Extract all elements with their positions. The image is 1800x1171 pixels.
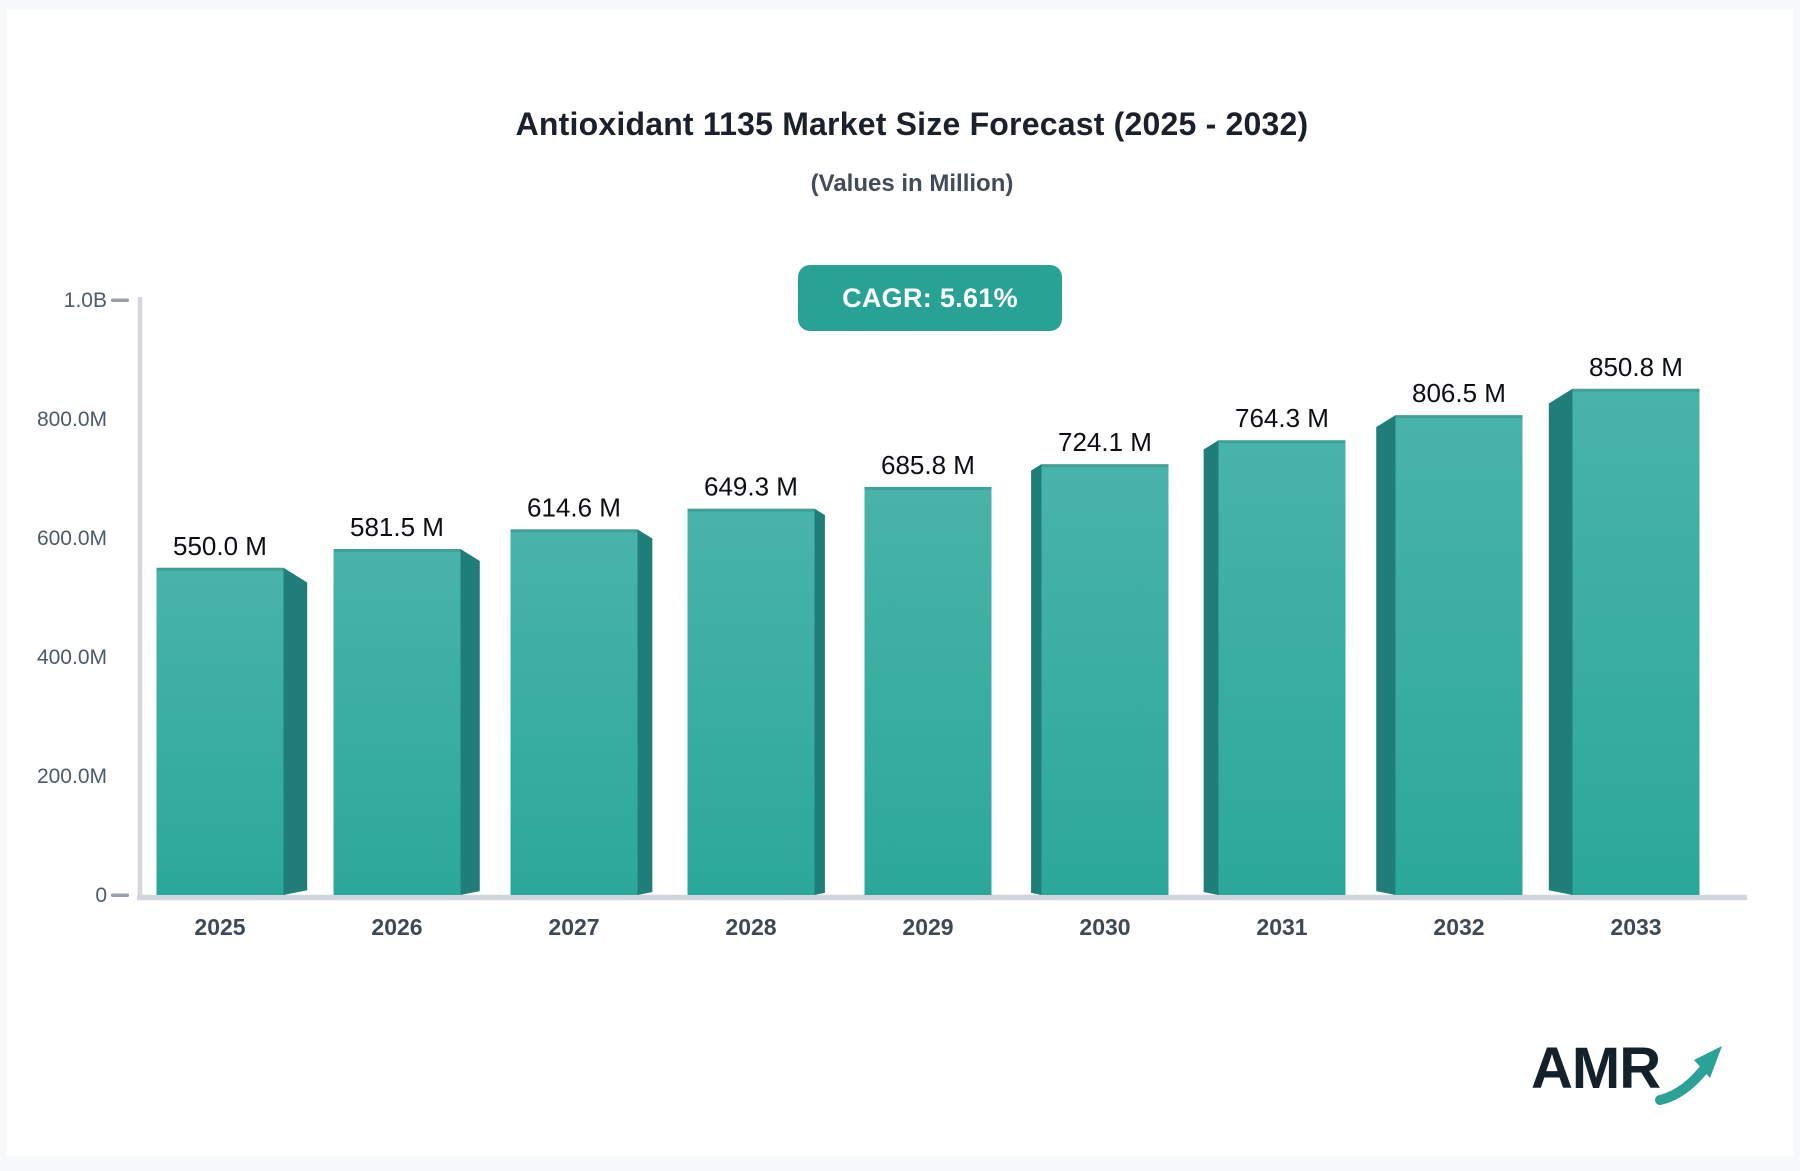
y-tick-label: 600.0M [37, 527, 107, 550]
cagr-badge: CAGR: 5.61% [798, 265, 1062, 331]
bar-top-edge-2026 [333, 549, 461, 553]
bar-side-face-2027 [637, 529, 653, 895]
x-category-label: 2030 [1079, 914, 1130, 940]
x-category-label: 2025 [194, 914, 245, 940]
x-category-label: 2029 [902, 914, 953, 940]
bar-value-label: 806.5 M [1412, 378, 1506, 408]
bar-value-label: 614.6 M [527, 492, 621, 522]
y-tick-label: 200.0M [37, 765, 107, 788]
y-tick-mark [111, 893, 129, 897]
bar-2032 [1395, 415, 1523, 895]
bar-top-edge-2032 [1395, 415, 1523, 419]
bar-side-face-2028 [814, 508, 825, 895]
x-category-label: 2032 [1433, 914, 1484, 940]
y-tick-label: 400.0M [37, 646, 107, 669]
brand-logo: AMR [1531, 1040, 1730, 1110]
bar-top-edge-2027 [510, 529, 638, 533]
bar-top-edge-2031 [1218, 440, 1346, 444]
x-category-label: 2028 [725, 914, 776, 940]
brand-logo-text: AMR [1531, 1036, 1661, 1101]
bar-chart-canvas: 0 200.0M 400.0M 600.0M 800.0M 1.0B 550.0 M 2025… [37, 289, 1747, 940]
bar-2025 [156, 567, 284, 895]
bar-top-edge-2028 [687, 508, 815, 512]
bar-value-label: 764.3 M [1235, 403, 1329, 433]
bar-top-edge-2030 [1041, 464, 1169, 468]
bar-side-face-2026 [460, 549, 480, 895]
bar-2028 [687, 508, 815, 895]
chart-subtitle: (Values in Million) [810, 170, 1014, 197]
bar-top-edge-2033 [1572, 388, 1700, 392]
y-tick-label: 800.0M [37, 408, 107, 431]
bar-2033 [1572, 388, 1700, 895]
bar-side-face-2030 [1031, 464, 1042, 895]
bar-2031 [1218, 440, 1346, 895]
bar-top-edge-2029 [864, 486, 992, 490]
y-tick-label: 0 [95, 884, 107, 907]
bar-top-edge-2025 [156, 567, 284, 571]
bar-side-face-2031 [1203, 440, 1219, 895]
bar-value-label: 724.1 M [1058, 427, 1152, 457]
bar-value-label: 649.3 M [704, 472, 798, 502]
bar-value-label: 850.8 M [1589, 352, 1683, 382]
y-tick-label: 1.0B [64, 289, 107, 312]
bar-2030 [1041, 464, 1169, 895]
bar-2027 [510, 529, 638, 895]
x-category-label: 2026 [371, 914, 422, 940]
x-category-label: 2033 [1610, 914, 1661, 940]
x-category-label: 2027 [548, 914, 599, 940]
chart-card: Antioxidant 1135 Market Size Forecast (2… [7, 10, 1793, 1156]
bar-side-face-2025 [283, 567, 308, 895]
x-category-label: 2031 [1256, 914, 1307, 940]
bar-2029 [864, 486, 992, 895]
bar-side-face-2032 [1376, 415, 1396, 895]
trend-up-arrow-icon [1655, 1046, 1723, 1105]
bar-value-label: 685.8 M [881, 450, 975, 480]
chart-title: Antioxidant 1135 Market Size Forecast (2… [515, 106, 1309, 142]
cagr-badge-label: CAGR: 5.61% [842, 282, 1018, 313]
bar-2026 [333, 549, 461, 895]
y-tick-mark [111, 298, 129, 302]
bar-value-label: 550.0 M [173, 531, 267, 561]
bar-value-label: 581.5 M [350, 512, 444, 542]
bar-chart: 0 200.0M 400.0M 600.0M 800.0M 1.0B 550.0 M 2025… [7, 10, 1800, 1166]
bar-side-face-2033 [1548, 388, 1573, 895]
